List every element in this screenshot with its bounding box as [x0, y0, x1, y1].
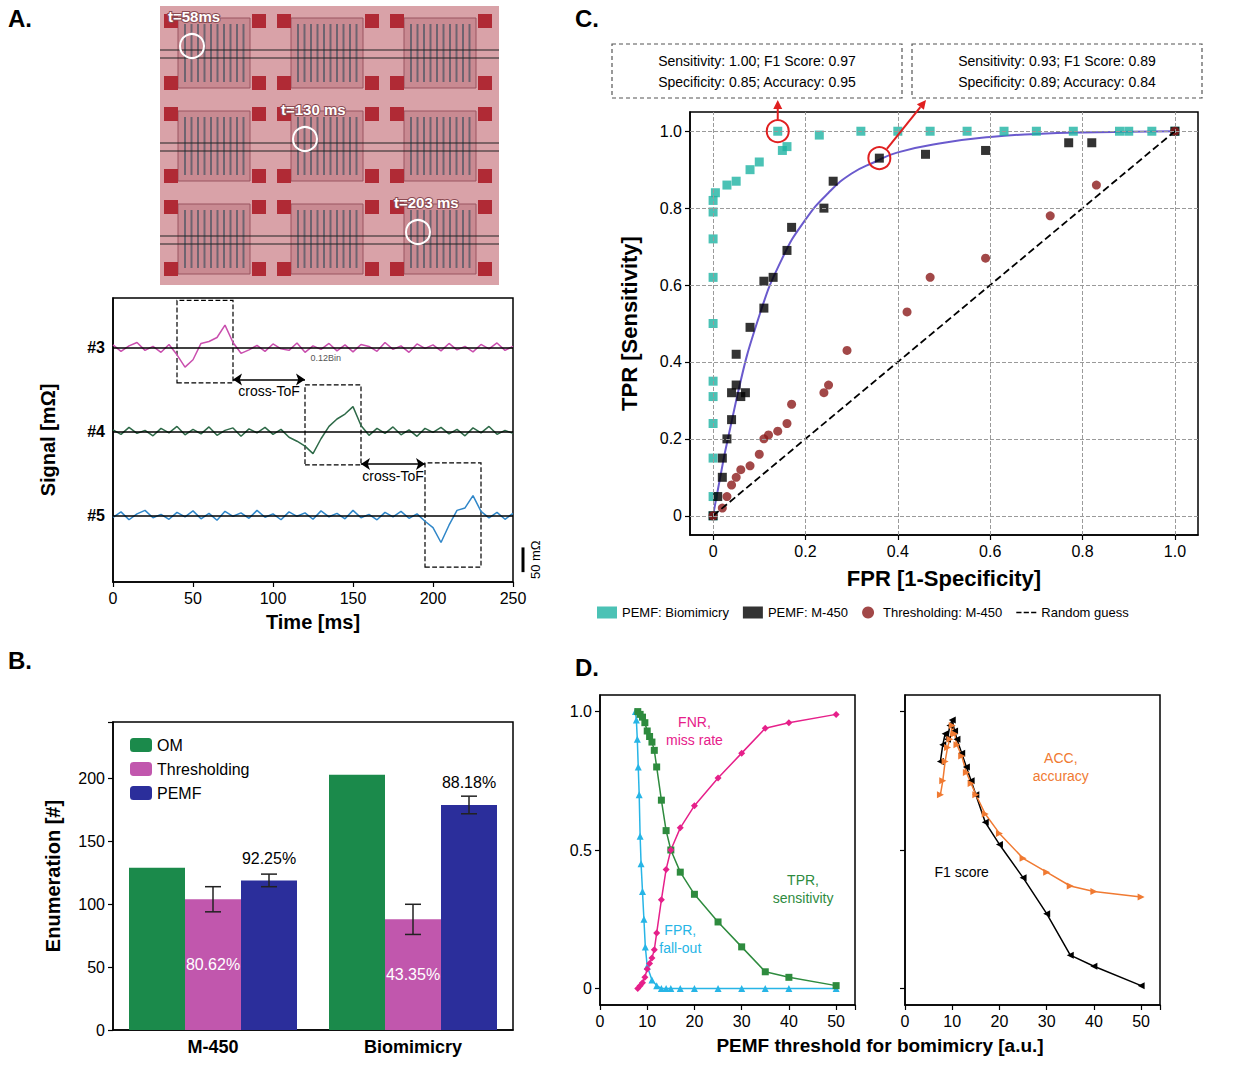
svg-text:PEMF: PEMF: [157, 785, 202, 802]
svg-text:cross-ToF: cross-ToF: [238, 383, 299, 399]
svg-text:C.: C.: [575, 5, 599, 32]
svg-text:0: 0: [583, 980, 592, 997]
svg-text:sensitivity: sensitivity: [773, 890, 834, 906]
svg-text:TPR,: TPR,: [787, 872, 819, 888]
svg-text:0.8: 0.8: [660, 200, 682, 217]
svg-text:miss rate: miss rate: [666, 732, 723, 748]
svg-text:10: 10: [943, 1013, 961, 1030]
svg-text:50 mΩ: 50 mΩ: [528, 540, 543, 579]
svg-text:t=203 ms: t=203 ms: [394, 194, 459, 211]
svg-text:D.: D.: [575, 654, 599, 681]
svg-text:20: 20: [991, 1013, 1009, 1030]
svg-text:100: 100: [260, 590, 287, 607]
svg-text:40: 40: [1085, 1013, 1103, 1030]
svg-text:0: 0: [709, 543, 718, 560]
svg-text:cross-ToF: cross-ToF: [362, 468, 423, 484]
svg-text:Thresholding: M-450: Thresholding: M-450: [883, 605, 1002, 620]
svg-text:FPR,: FPR,: [664, 922, 696, 938]
svg-text:0.4: 0.4: [660, 353, 682, 370]
svg-text:ACC,: ACC,: [1044, 750, 1077, 766]
svg-text:0.6: 0.6: [979, 543, 1001, 560]
svg-text:150: 150: [78, 833, 105, 850]
svg-text:fall-out: fall-out: [659, 940, 701, 956]
svg-text:#4: #4: [87, 423, 105, 440]
svg-text:250: 250: [500, 590, 527, 607]
svg-text:40: 40: [780, 1013, 798, 1030]
svg-text:0.12Bin: 0.12Bin: [311, 353, 342, 363]
svg-text:0.4: 0.4: [887, 543, 909, 560]
svg-text:30: 30: [1038, 1013, 1056, 1030]
svg-text:200: 200: [420, 590, 447, 607]
svg-text:92.25%: 92.25%: [242, 850, 296, 867]
svg-text:20: 20: [686, 1013, 704, 1030]
svg-text:Specificity: 0.85; Accuracy: 0: Specificity: 0.85; Accuracy: 0.95: [658, 74, 856, 90]
svg-text:50: 50: [1132, 1013, 1150, 1030]
svg-text:TPR [Sensitivity]: TPR [Sensitivity]: [617, 236, 642, 411]
svg-text:50: 50: [827, 1013, 845, 1030]
svg-text:1.0: 1.0: [660, 123, 682, 140]
svg-text:100: 100: [78, 896, 105, 913]
svg-text:0.8: 0.8: [1071, 543, 1093, 560]
svg-text:Signal [mΩ]: Signal [mΩ]: [37, 384, 59, 497]
svg-text:0: 0: [596, 1013, 605, 1030]
svg-text:Thresholding: Thresholding: [157, 761, 250, 778]
svg-text:30: 30: [733, 1013, 751, 1030]
svg-text:t=130 ms: t=130 ms: [281, 101, 346, 118]
svg-text:0: 0: [901, 1013, 910, 1030]
svg-text:88.18%: 88.18%: [442, 774, 496, 791]
svg-text:0: 0: [109, 590, 118, 607]
svg-text:Specificity: 0.89; Accuracy: 0: Specificity: 0.89; Accuracy: 0.84: [958, 74, 1156, 90]
svg-text:50: 50: [87, 959, 105, 976]
svg-text:0: 0: [673, 507, 682, 524]
svg-text:80.62%: 80.62%: [186, 956, 240, 973]
svg-text:0.2: 0.2: [794, 543, 816, 560]
svg-text:FPR [1-Specificity]: FPR [1-Specificity]: [847, 566, 1041, 591]
svg-text:1.0: 1.0: [570, 703, 592, 720]
svg-text:accuracy: accuracy: [1033, 768, 1089, 784]
svg-text:PEMF: Biomimicry: PEMF: Biomimicry: [622, 605, 729, 620]
svg-text:M-450: M-450: [187, 1037, 238, 1057]
svg-text:B.: B.: [8, 647, 32, 674]
svg-text:43.35%: 43.35%: [386, 966, 440, 983]
svg-text:Time [ms]: Time [ms]: [266, 611, 360, 633]
svg-text:FNR,: FNR,: [678, 714, 711, 730]
svg-text:0.6: 0.6: [660, 277, 682, 294]
svg-text:#5: #5: [87, 507, 105, 524]
svg-text:PEMF threshold for bomimicry [: PEMF threshold for bomimicry [a.u.]: [716, 1035, 1043, 1056]
svg-text:Sensitivity: 0.93; F1 Score: 0: Sensitivity: 0.93; F1 Score: 0.89: [958, 53, 1156, 69]
svg-text:OM: OM: [157, 737, 183, 754]
svg-text:200: 200: [78, 770, 105, 787]
svg-text:150: 150: [340, 590, 367, 607]
svg-text:F1 score: F1 score: [934, 864, 989, 880]
svg-text:0: 0: [96, 1022, 105, 1039]
svg-text:#3: #3: [87, 339, 105, 356]
svg-text:10: 10: [638, 1013, 656, 1030]
svg-text:t=58ms: t=58ms: [168, 8, 220, 25]
svg-text:A.: A.: [8, 5, 32, 32]
svg-text:50: 50: [184, 590, 202, 607]
svg-text:Random guess: Random guess: [1041, 605, 1129, 620]
svg-text:0.2: 0.2: [660, 430, 682, 447]
svg-text:Biomimicry: Biomimicry: [364, 1037, 462, 1057]
svg-text:1.0: 1.0: [1164, 543, 1186, 560]
svg-text:PEMF: M-450: PEMF: M-450: [768, 605, 848, 620]
svg-text:0.5: 0.5: [570, 842, 592, 859]
svg-text:Enumeration [#]: Enumeration [#]: [42, 800, 64, 952]
svg-text:Sensitivity: 1.00; F1 Score: 0: Sensitivity: 1.00; F1 Score: 0.97: [658, 53, 856, 69]
